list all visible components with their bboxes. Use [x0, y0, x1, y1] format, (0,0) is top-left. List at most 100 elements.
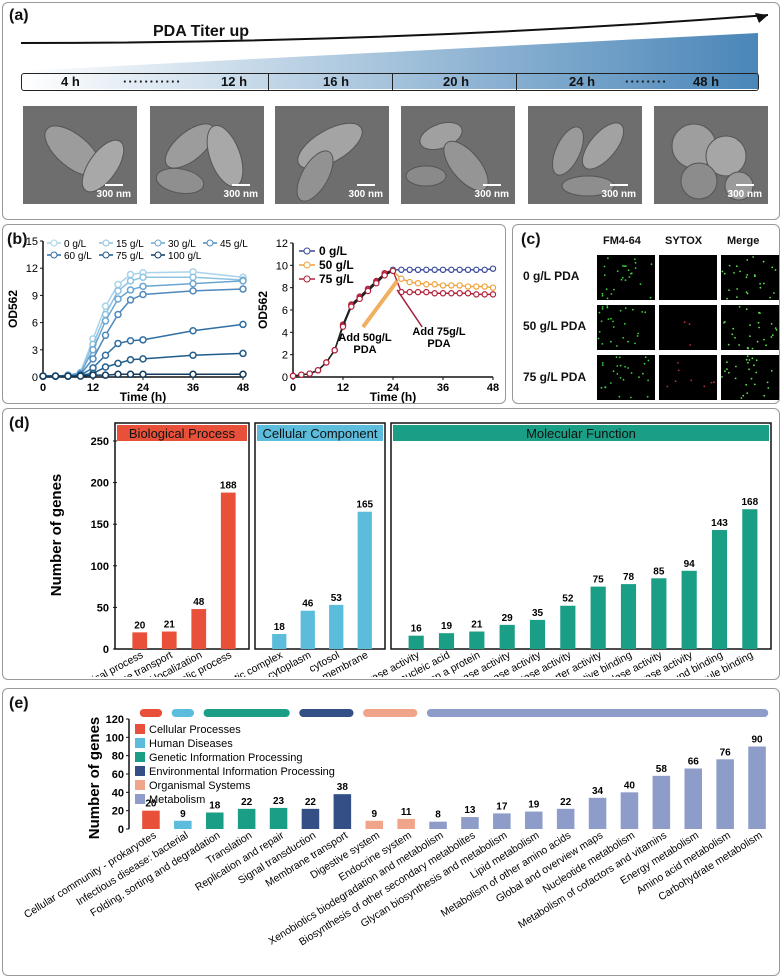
bar-value-label: 165	[356, 500, 373, 511]
annotation-label: Add 75g/L	[412, 326, 465, 338]
data-point	[189, 327, 197, 335]
group-indicator	[139, 709, 163, 717]
sem-image-12h: 300 nm	[150, 106, 264, 204]
bar	[272, 634, 287, 649]
x-tick-label: 12	[337, 382, 349, 394]
bar-value-label: 76	[720, 747, 732, 758]
data-point	[139, 273, 147, 282]
legend-label: Metabolism	[149, 794, 205, 806]
group-title: Biological Process	[129, 426, 236, 441]
data-point	[51, 372, 60, 380]
data-point	[76, 372, 85, 380]
data-point	[239, 285, 247, 293]
bar	[142, 810, 160, 829]
bar	[300, 610, 315, 649]
y-tick-label: 4	[282, 327, 288, 339]
row-label-0gl: 0 g/L PDA	[523, 269, 580, 283]
fluorescence-image	[659, 305, 717, 350]
time-dots: ···········	[123, 74, 182, 89]
data-point	[398, 275, 405, 282]
legend-swatch	[135, 780, 145, 790]
bar	[742, 509, 758, 649]
data-point	[298, 371, 305, 378]
legend-label: 75 g/L	[116, 251, 144, 262]
bar	[365, 820, 384, 829]
bar	[408, 635, 424, 649]
bar-value-label: 18	[274, 622, 286, 633]
y-tick-label: 60	[112, 769, 124, 781]
bar-value-label: 20	[134, 620, 146, 631]
data-point	[481, 291, 488, 298]
data-point	[126, 296, 135, 304]
series-line	[43, 288, 244, 377]
y-tick-label: 12	[276, 238, 288, 250]
data-point	[473, 283, 480, 290]
annotation-label: PDA	[427, 338, 450, 350]
x-tick-label: 24	[387, 382, 400, 394]
data-point	[101, 351, 110, 359]
data-point	[448, 290, 455, 297]
data-point	[189, 351, 197, 359]
bar-value-label: 20	[145, 799, 157, 810]
data-point	[348, 303, 355, 310]
fluorescence-image	[721, 255, 779, 300]
bar-value-label: 9	[371, 809, 377, 820]
data-point	[314, 367, 322, 374]
data-point	[373, 280, 380, 287]
column-header-merge: Merge	[727, 235, 760, 247]
legend-swatch	[135, 738, 145, 748]
bar	[461, 817, 479, 829]
bar	[174, 820, 192, 829]
x-axis-label: Time (h)	[370, 390, 416, 403]
x-tick-label: 48	[487, 382, 499, 394]
data-point	[389, 267, 397, 275]
bar-value-label: 29	[502, 613, 514, 624]
sem-image-16h: 300 nm	[275, 106, 389, 204]
bar	[590, 586, 606, 649]
bar	[469, 631, 485, 649]
go-enrichment-bar-chart: Number of genes 0 50 100 150 200 250 Biological…	[12, 422, 772, 677]
bar-value-label: 8	[435, 810, 441, 821]
bar-value-label: 46	[302, 599, 314, 610]
data-point	[364, 287, 372, 295]
legend-marker	[303, 275, 311, 283]
bar-value-label: 11	[401, 807, 412, 818]
data-point	[473, 266, 480, 274]
bar	[529, 619, 546, 649]
bar	[301, 808, 320, 829]
x-tick-label: 0	[290, 382, 296, 394]
bar	[524, 811, 543, 829]
y-tick-label: 20	[112, 806, 124, 818]
data-point	[448, 266, 455, 274]
bar-value-label: 22	[305, 797, 317, 808]
data-point	[489, 291, 497, 298]
bar-value-label: 40	[624, 780, 636, 791]
y-tick-label: 2	[282, 350, 288, 362]
y-tick-label: 0	[103, 644, 109, 656]
data-point	[189, 279, 197, 288]
bar	[205, 812, 224, 829]
group-title: Molecular Function	[526, 426, 636, 441]
annotation-label: PDA	[353, 344, 376, 356]
group-frame	[114, 422, 250, 650]
legend-label: 45 g/L	[220, 239, 248, 250]
legend-marker	[50, 251, 58, 259]
group-indicator	[171, 709, 195, 717]
legend-marker	[303, 261, 311, 269]
annotation-arrow	[396, 289, 423, 328]
legend-label: 50 g/L	[319, 258, 354, 272]
data-point	[101, 371, 110, 379]
data-point	[114, 295, 122, 303]
legend-label: 75 g/L	[319, 272, 354, 286]
x-tick-label: 36	[437, 382, 449, 394]
legend-label: 15 g/L	[116, 239, 144, 250]
y-axis-label: Number of genes	[48, 474, 65, 597]
category-label: Folding, sorting and degradation	[88, 829, 222, 919]
bar	[499, 624, 515, 649]
x-tick-label: 12	[87, 382, 99, 394]
data-point	[114, 310, 122, 319]
panel-e: (e) Number of genes 0 20 40 60 80 100 120 20 Cell…	[2, 688, 780, 976]
y-tick-label: 3	[32, 345, 38, 357]
panel-c: (c) FM4-64 SYTOX Merge 0 g/L PDA 50 g/L …	[512, 224, 780, 404]
data-point	[423, 266, 430, 274]
